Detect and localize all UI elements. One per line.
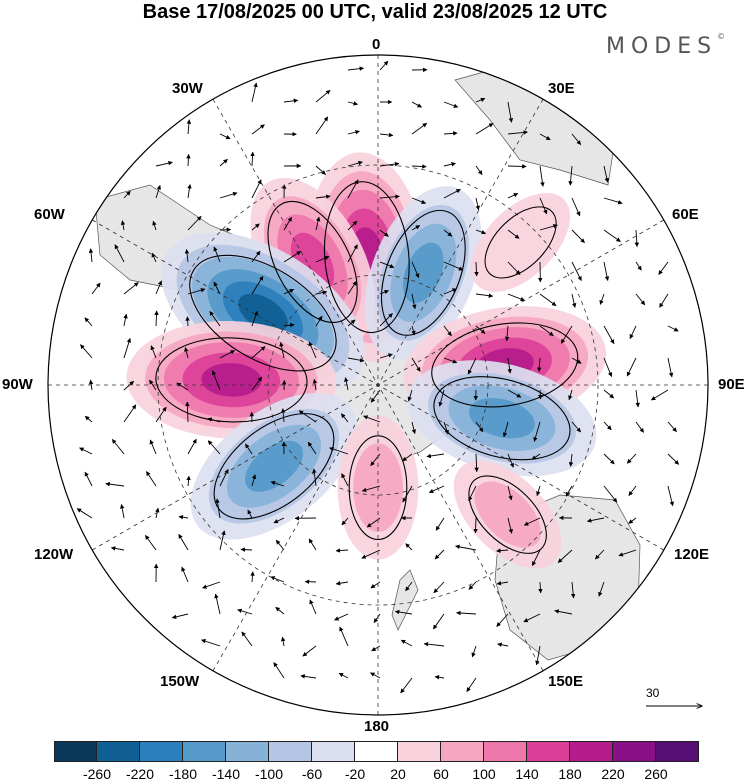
colorbar-tick-label: 220 <box>601 766 624 782</box>
colorbar-swatch <box>656 741 699 762</box>
wind-vector <box>241 549 252 550</box>
lon-label-90e: 90E <box>718 376 745 393</box>
lon-label-120e: 120E <box>674 546 709 563</box>
colorbar-swatch <box>355 741 398 762</box>
colorbar-swatch <box>613 741 656 762</box>
colorbar-swatch <box>484 741 527 762</box>
colorbar-labels: -260 -220 -180 -140 -100 -60 -20 20 60 100 140 180 2… <box>0 766 750 784</box>
colorbar-tick-label: -20 <box>345 766 365 782</box>
lon-label-180: 180 <box>364 718 389 735</box>
colorbar-tick-label: 140 <box>515 766 538 782</box>
colorbar-tick-label: 20 <box>390 766 406 782</box>
colorbar-swatch <box>183 741 226 762</box>
lon-label-60e: 60E <box>672 206 699 223</box>
colorbar-tick-label: 180 <box>558 766 581 782</box>
lon-label-150e: 150E <box>548 673 583 690</box>
lon-label-30w: 30W <box>172 80 203 97</box>
colorbar-swatch <box>269 741 312 762</box>
colorbar <box>54 741 699 762</box>
colorbar-swatch <box>398 741 441 762</box>
colorbar-tick-label: -260 <box>83 766 111 782</box>
colorbar-swatch <box>312 741 355 762</box>
wind-reference-value: 30 <box>646 686 659 700</box>
colorbar-tick-label: -220 <box>126 766 154 782</box>
colorbar-swatch <box>527 741 570 762</box>
lon-label-120w: 120W <box>34 546 73 563</box>
lon-label-90w: 90W <box>2 376 33 393</box>
lon-label-60w: 60W <box>34 206 65 223</box>
colorbar-tick-label: -180 <box>169 766 197 782</box>
colorbar-tick-label: -140 <box>212 766 240 782</box>
colorbar-swatch <box>226 741 269 762</box>
colorbar-tick-label: 60 <box>433 766 449 782</box>
wind-vector <box>508 166 526 167</box>
lon-label-30e: 30E <box>548 80 575 97</box>
colorbar-swatch <box>140 741 183 762</box>
lon-label-150w: 150W <box>160 673 199 690</box>
colorbar-swatch <box>441 741 484 762</box>
colorbar-swatch <box>54 741 97 762</box>
colorbar-tick-label: 100 <box>472 766 495 782</box>
wind-vector <box>475 518 476 533</box>
colorbar-tick-label: -60 <box>302 766 322 782</box>
colorbar-swatch <box>97 741 140 762</box>
colorbar-tick-label: 260 <box>644 766 667 782</box>
colorbar-swatch <box>570 741 613 762</box>
lon-label-0: 0 <box>372 36 380 53</box>
colorbar-tick-label: -100 <box>255 766 283 782</box>
